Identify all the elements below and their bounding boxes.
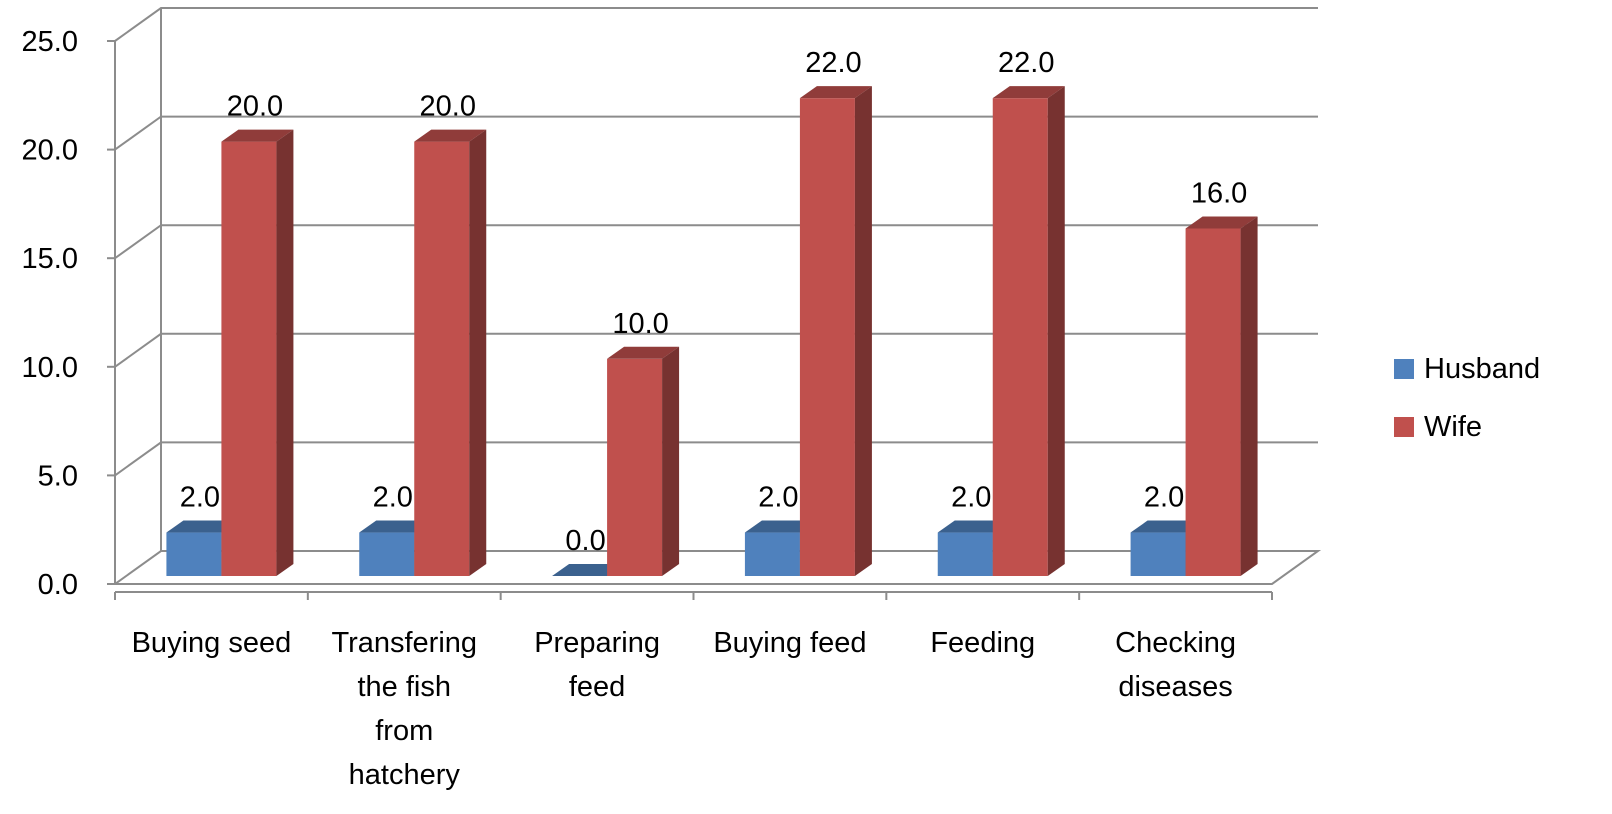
x-axis-labels: Buying seed Transfering the fish from hatche… bbox=[132, 627, 1236, 791]
bar-side bbox=[854, 86, 872, 576]
bar-front bbox=[607, 358, 663, 576]
legend-label-wife: Wife bbox=[1424, 411, 1482, 443]
bar-top bbox=[607, 346, 680, 359]
bar-front bbox=[166, 532, 222, 576]
gridlines bbox=[107, 7, 1318, 585]
data-label: 2.0 bbox=[758, 482, 798, 514]
data-label: 2.0 bbox=[1144, 482, 1184, 514]
bar-top bbox=[166, 520, 239, 533]
bar-top bbox=[359, 520, 432, 533]
bar-side bbox=[469, 129, 487, 576]
data-label: 0.0 bbox=[565, 525, 605, 557]
bar-top bbox=[1130, 520, 1203, 533]
bar-top bbox=[1185, 216, 1258, 229]
chart-walls bbox=[111, 8, 1322, 600]
y-tick-label: 5.0 bbox=[38, 460, 78, 492]
bar-side bbox=[662, 346, 680, 576]
bar-wife bbox=[221, 129, 294, 576]
x-tick-label: Feeding bbox=[930, 627, 1035, 659]
bar-top bbox=[552, 564, 625, 576]
bar-top bbox=[744, 520, 817, 533]
data-label: 2.0 bbox=[951, 482, 991, 514]
x-tick-label-line: Transfering bbox=[331, 627, 477, 659]
bar-wife bbox=[607, 346, 680, 576]
x-tick-label-line: feed bbox=[569, 671, 625, 703]
gridline bbox=[114, 224, 1318, 260]
bar-wife bbox=[1185, 216, 1258, 577]
data-label: 10.0 bbox=[612, 308, 668, 340]
bars bbox=[166, 86, 1258, 577]
bar-front bbox=[937, 532, 993, 576]
gridline bbox=[114, 115, 1318, 151]
x-tick-label-line: Feeding bbox=[930, 627, 1035, 659]
x-tick-label-line: the fish bbox=[358, 671, 452, 703]
bar-front bbox=[359, 532, 415, 576]
bar-front bbox=[414, 141, 470, 576]
bar-top bbox=[937, 520, 1010, 533]
data-label: 22.0 bbox=[998, 47, 1054, 79]
bar-top bbox=[221, 129, 294, 142]
legend: Husband Wife bbox=[1394, 353, 1540, 443]
data-label: 22.0 bbox=[805, 47, 861, 79]
y-tick-label: 25.0 bbox=[22, 26, 78, 58]
x-tick-label-line: Preparing bbox=[534, 627, 660, 659]
y-axis-labels: 0.0 5.0 10.0 15.0 20.0 25.0 bbox=[22, 26, 78, 601]
x-tick-label: Buying feed bbox=[713, 627, 866, 659]
bar-front bbox=[221, 141, 277, 576]
gridline bbox=[114, 441, 1318, 477]
bar-wife bbox=[414, 129, 487, 576]
bar-side bbox=[276, 129, 294, 576]
x-tick-label: Checking diseases bbox=[1115, 627, 1236, 703]
bar-front bbox=[744, 532, 800, 576]
data-label: 20.0 bbox=[420, 91, 476, 123]
gridline bbox=[114, 332, 1318, 368]
data-label: 2.0 bbox=[180, 482, 220, 514]
data-label: 2.0 bbox=[373, 482, 413, 514]
bar-front bbox=[1185, 228, 1241, 577]
data-label: 16.0 bbox=[1191, 177, 1247, 209]
y-tick-label: 10.0 bbox=[22, 352, 78, 384]
bar-front bbox=[992, 98, 1048, 576]
bar-top bbox=[799, 86, 872, 99]
y-tick-label: 20.0 bbox=[22, 135, 78, 167]
x-tick-label-line: Buying seed bbox=[132, 627, 292, 659]
bar-top bbox=[992, 86, 1065, 99]
x-tick-label-line: Buying feed bbox=[713, 627, 866, 659]
bar-front bbox=[1130, 532, 1186, 576]
x-tick-label-line: Checking bbox=[1115, 627, 1236, 659]
bar-wife bbox=[799, 86, 872, 576]
x-tick-label-line: diseases bbox=[1118, 671, 1232, 703]
bar-side bbox=[1240, 216, 1258, 577]
gridline bbox=[114, 7, 1318, 42]
y-tick-label: 15.0 bbox=[22, 243, 78, 275]
legend-label-husband: Husband bbox=[1424, 353, 1540, 385]
x-tick-label: Preparing feed bbox=[534, 627, 660, 703]
x-tick-label-line: from bbox=[375, 715, 433, 747]
data-labels: 2.0 20.0 2.0 20.0 0.0 10.0 2.0 22.0 2.0 22.0 2.0 16… bbox=[180, 47, 1248, 557]
bar-husband bbox=[552, 564, 625, 576]
x-tick-label: Transfering the fish from hatchery bbox=[331, 627, 477, 791]
bar-top bbox=[414, 129, 487, 142]
bar-front bbox=[799, 98, 855, 576]
floor bbox=[111, 550, 1322, 585]
bar-side bbox=[1047, 86, 1065, 576]
legend-swatch-husband bbox=[1394, 359, 1414, 379]
x-tick-label-line: hatchery bbox=[349, 759, 461, 791]
legend-swatch-wife bbox=[1394, 417, 1414, 437]
bar-wife bbox=[992, 86, 1065, 576]
x-tick-label: Buying seed bbox=[132, 627, 292, 659]
data-label: 20.0 bbox=[227, 91, 283, 123]
y-tick-label: 0.0 bbox=[38, 569, 78, 601]
